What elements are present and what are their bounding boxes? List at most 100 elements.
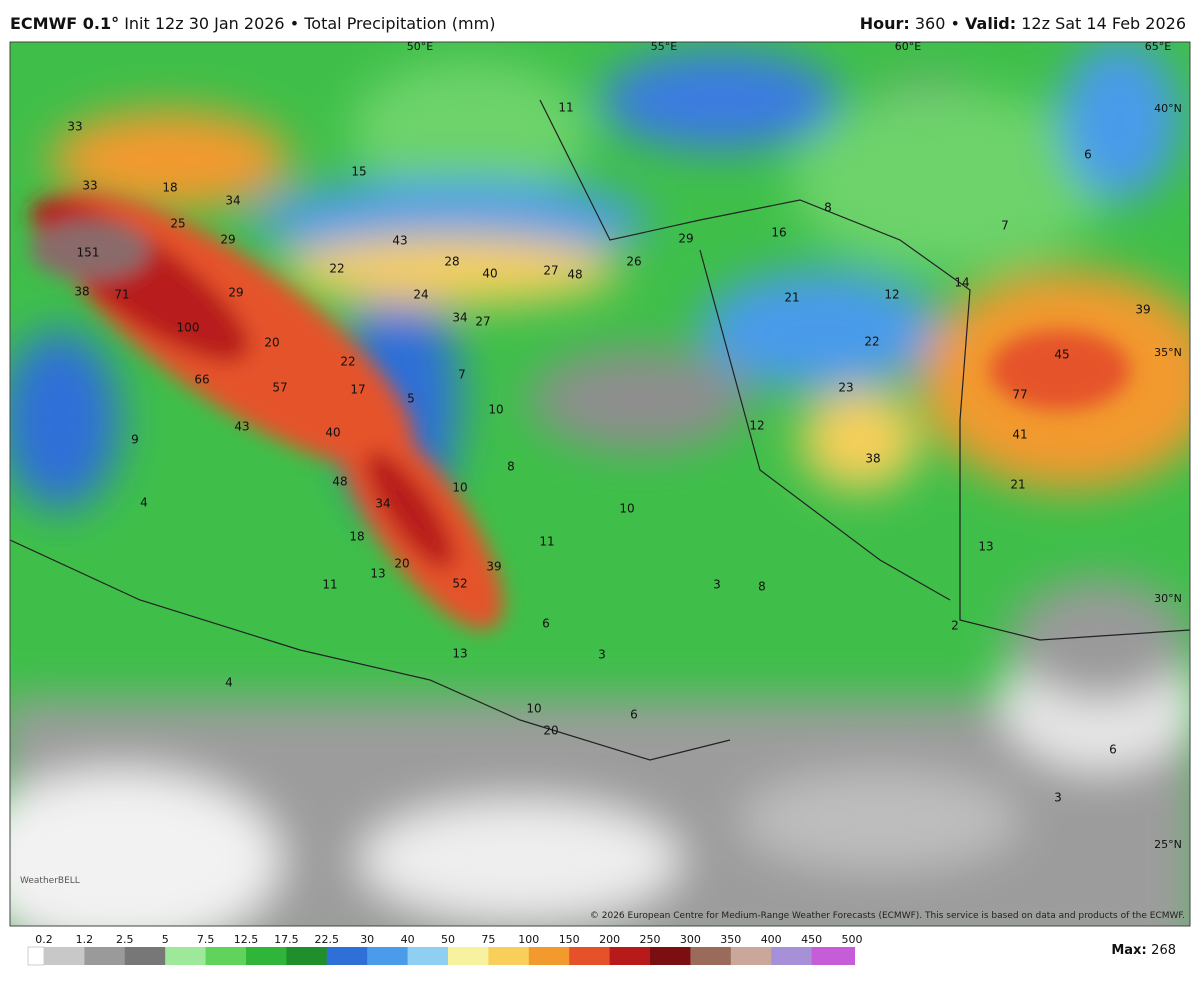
precip-field: [10, 42, 1190, 926]
grid-label: 30°N: [1154, 592, 1182, 605]
value-label: 23: [838, 381, 853, 395]
value-label: 4: [225, 676, 233, 690]
value-label: 4: [140, 496, 148, 510]
hour-label: Hour:: [859, 14, 910, 33]
value-label: 22: [864, 335, 879, 349]
valid-label: Valid:: [965, 14, 1017, 33]
value-label: 11: [539, 535, 554, 549]
value-label: 71: [114, 288, 129, 302]
colorbar-segment: [448, 947, 489, 965]
value-label: 43: [234, 420, 249, 434]
separator: •: [289, 14, 300, 33]
grid-label: 50°E: [407, 40, 433, 53]
value-label: 20: [543, 724, 558, 738]
value-label: 10: [619, 502, 634, 516]
value-label: 21: [784, 291, 799, 305]
value-label: 8: [507, 460, 515, 474]
colorbar-label: 400: [761, 933, 782, 946]
value-label: 7: [1001, 219, 1009, 233]
max-label: Max:: [1111, 943, 1146, 958]
value-label: 22: [340, 355, 355, 369]
value-label: 48: [567, 268, 582, 282]
value-label: 3: [1054, 791, 1062, 805]
colorbar-segment: [650, 947, 691, 965]
value-label: 38: [865, 452, 880, 466]
value-label: 33: [82, 179, 97, 193]
colorbar-segment: [609, 947, 651, 965]
border-lines: [10, 99, 1190, 761]
hour-value: 360: [914, 14, 946, 33]
value-label: 13: [452, 647, 467, 661]
value-label: 2: [951, 619, 959, 633]
colorbar-label: 0.2: [35, 933, 53, 946]
value-label: 7: [458, 368, 466, 382]
colorbar-segment: [84, 947, 126, 965]
colorbar-label: 300: [680, 933, 701, 946]
value-label: 25: [170, 217, 185, 231]
colorbar-label: 40: [401, 933, 415, 946]
value-label: 29: [228, 286, 243, 300]
colorbar-segment: [326, 947, 368, 965]
map-frame: [9, 41, 1191, 927]
value-label: 27: [543, 264, 558, 278]
grid-label: 35°N: [1154, 346, 1182, 359]
header-right: Hour: 360 • Valid: 12z Sat 14 Feb 2026: [860, 14, 1186, 33]
value-label: 28: [444, 255, 459, 269]
value-label: 12: [884, 288, 899, 302]
field: Total Precipitation (mm): [304, 14, 496, 33]
init: Init 12z 30 Jan 2026: [124, 14, 285, 33]
value-label: 40: [482, 267, 497, 281]
colorbar-label: 1.2: [76, 933, 94, 946]
colorbar-label: 250: [640, 933, 661, 946]
value-label: 27: [475, 315, 490, 329]
colorbar-segment: [528, 947, 570, 965]
value-label: 66: [194, 373, 209, 387]
value-label: 39: [486, 560, 501, 574]
grid-label: 40°N: [1154, 102, 1182, 115]
colorbar-label: 22.5: [315, 933, 340, 946]
colorbar-label: 30: [360, 933, 374, 946]
colorbar-label: 100: [518, 933, 539, 946]
max-value: 268: [1151, 943, 1176, 958]
value-label: 10: [488, 403, 503, 417]
grid-label: 65°E: [1145, 40, 1171, 53]
value-label: 10: [526, 702, 541, 716]
colorbar-start: [27, 946, 45, 966]
colorbar-label: 200: [599, 933, 620, 946]
value-label: 18: [349, 530, 364, 544]
colorbar-segment: [286, 947, 328, 965]
value-label: 21: [1010, 478, 1025, 492]
value-label: 13: [370, 567, 385, 581]
value-label: 12: [749, 419, 764, 433]
valid-value: 12z Sat 14 Feb 2026: [1021, 14, 1186, 33]
value-label: 77: [1012, 388, 1027, 402]
value-label: 20: [394, 557, 409, 571]
value-label: 34: [375, 497, 390, 511]
value-label: 45: [1054, 348, 1069, 362]
value-label: 22: [329, 262, 344, 276]
colorbar-segment: [44, 947, 85, 965]
value-label: 34: [225, 194, 240, 208]
colorbar-label: 7.5: [197, 933, 215, 946]
value-label: 14: [954, 276, 969, 290]
colorbar-segment: [205, 947, 247, 965]
value-label: 43: [392, 234, 407, 248]
value-label: 34: [452, 311, 467, 325]
value-label: 29: [220, 233, 235, 247]
header-left: ECMWF 0.1° Init 12z 30 Jan 2026 • Total …: [10, 14, 495, 33]
value-label: 8: [824, 201, 832, 215]
colorbar-label: 50: [441, 933, 455, 946]
value-label: 5: [407, 392, 415, 406]
value-label: 10: [452, 481, 467, 495]
value-label: 3: [713, 578, 721, 592]
value-label: 57: [272, 381, 287, 395]
value-label: 26: [626, 255, 641, 269]
colorbar-segment: [165, 947, 207, 965]
value-label: 6: [630, 708, 638, 722]
colorbar-label: 2.5: [116, 933, 134, 946]
colorbar-segment: [246, 947, 287, 965]
colorbar-label: 150: [559, 933, 580, 946]
value-label: 29: [678, 232, 693, 246]
